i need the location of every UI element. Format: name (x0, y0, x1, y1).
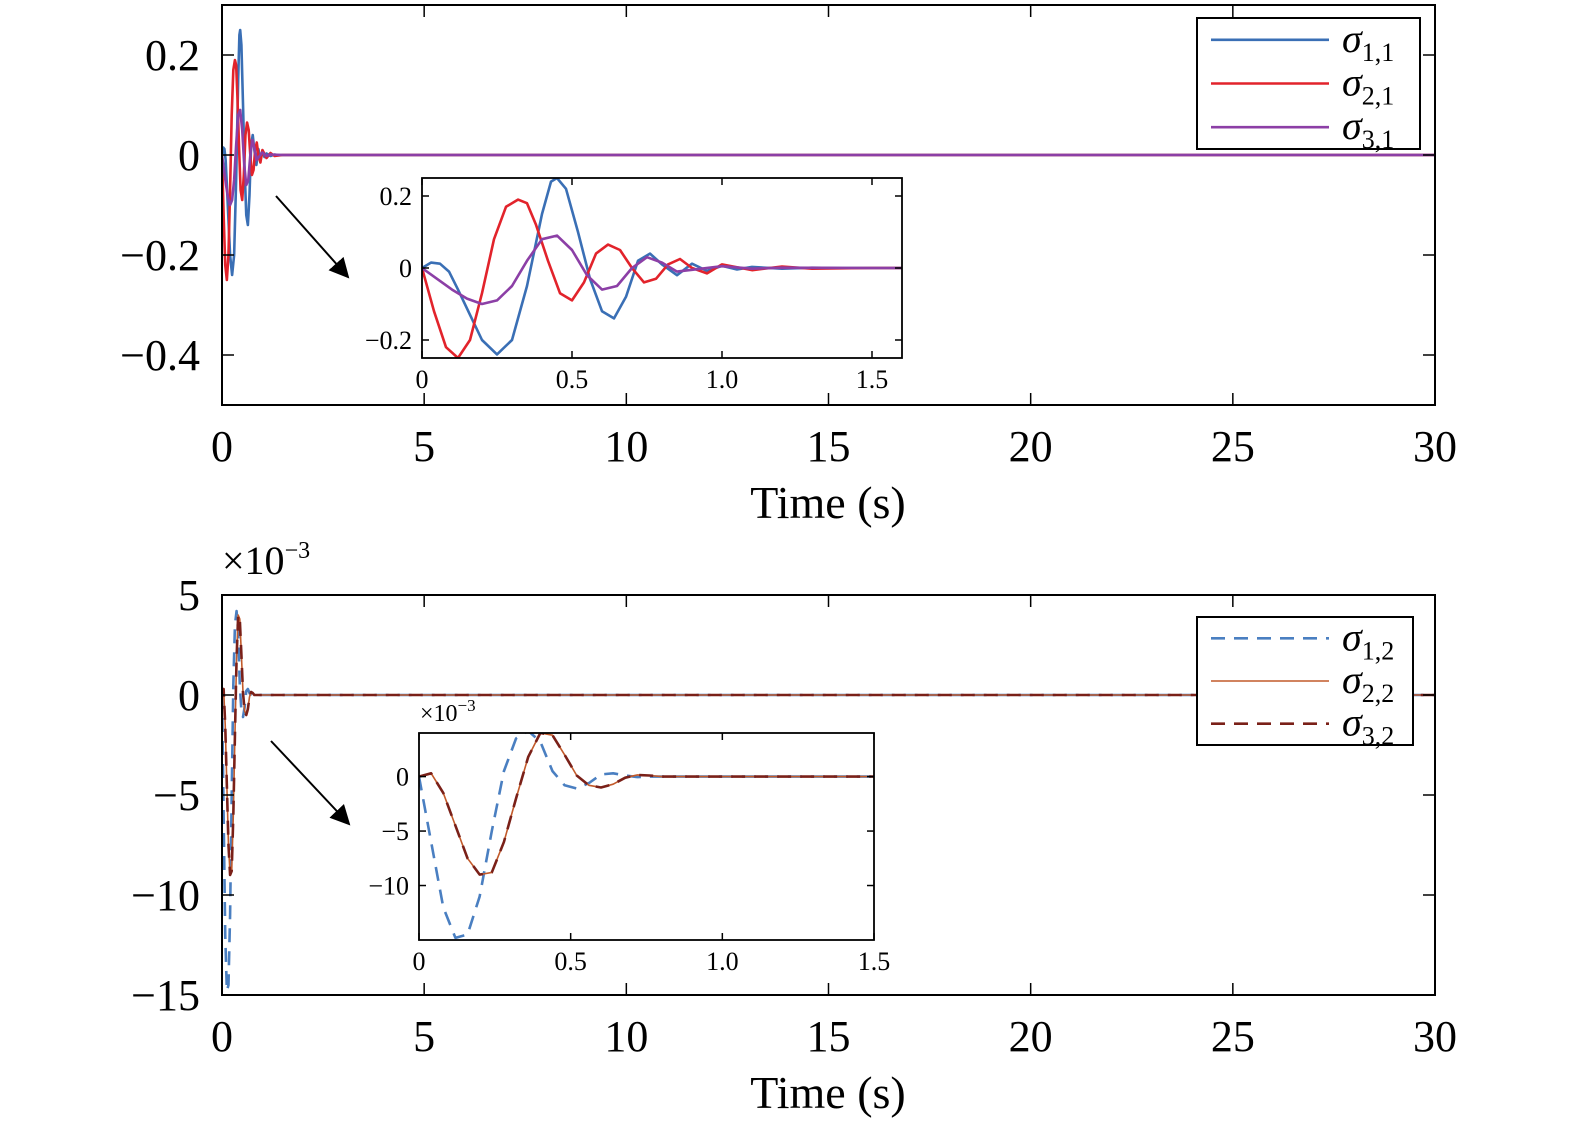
p0-main-y-tick-label: −0.2 (120, 231, 200, 280)
p0-inset-y-tick-label: 0.2 (380, 182, 413, 211)
top-x-axis-label: Time (s) (750, 477, 906, 528)
p1-inset-series-line-3 (419, 733, 874, 876)
bottom-legend: σ1,2σ2,2σ3,2 (1196, 614, 1414, 751)
p1-main-y-tick-label: −15 (131, 971, 200, 1020)
p1-main-y-tick-label: 0 (178, 671, 200, 720)
p1-inset-y-tick-label: 0 (396, 763, 409, 792)
p1-main-x-tick-label: 20 (1009, 1012, 1053, 1061)
p1-inset-y-tick-label: −10 (368, 872, 409, 901)
p1-legend-label-2: σ2,2 (1342, 657, 1394, 708)
top-inset-axes: 0 0.5 1.0 1.5−0.200.2 (365, 178, 902, 394)
p1-main-x-tick-label: 0 (211, 1012, 233, 1061)
bottom-main-axes: 0 5 10 15 20 25 30 −15 −10 −5 0 5 (131, 571, 1457, 1061)
p0-main-x-tick-label: 0 (211, 422, 233, 471)
bottom-zoom-arrow (270, 740, 351, 826)
p1-inset-x-tick-label: 1.5 (858, 947, 891, 976)
p1-legend-label-1: σ1,2 (1342, 614, 1394, 665)
p0-main-y-tick-label: 0.2 (145, 31, 200, 80)
p0-inset-y-tick-label: 0 (399, 254, 412, 283)
p1-main-x-tick-label: 10 (604, 1012, 648, 1061)
p0-inset-x-tick-label: 1.5 (856, 365, 889, 394)
p0-legend-label-2: σ2,1 (1342, 60, 1394, 111)
p0-main-series-line-3 (222, 108, 1435, 207)
p1-legend-label-3: σ3,2 (1342, 700, 1394, 751)
p1-inset-series-line-1 (419, 733, 874, 940)
p0-main-x-tick-label: 30 (1413, 422, 1457, 471)
p1-main-y-tick-label: 5 (178, 571, 200, 620)
p0-main-x-tick-label: 5 (413, 422, 435, 471)
p1-inset-x-tick-label: 1.0 (706, 947, 739, 976)
p0-main-x-tick-label: 25 (1211, 422, 1255, 471)
p1-main-x-tick-label: 30 (1413, 1012, 1457, 1061)
bottom-inset: 0 0.5 1.0 1.5 −10 −5 0 ×10−3 (368, 696, 890, 976)
p1-main-y-tick-label: −10 (131, 871, 200, 920)
p0-main-y-tick-label: −0.4 (120, 331, 200, 380)
p0-main-x-tick-label: 20 (1009, 422, 1053, 471)
p0-inset-series-line-3 (422, 234, 902, 306)
bottom-inset-frame (418, 732, 875, 941)
p0-main-x-tick-label: 15 (807, 422, 851, 471)
top-main-axes: 0 5 10 15 20 25 30−0.4−0.200.2 (120, 5, 1457, 471)
bottom-inset-y-multiplier: ×10−3 (420, 696, 476, 727)
p1-main-x-tick-label: 15 (807, 1012, 851, 1061)
p1-main-y-tick-label: −5 (153, 771, 200, 820)
p0-inset-x-tick-label: 0 (416, 365, 429, 394)
top-inset-plot-area (422, 178, 902, 358)
bottom-y-multiplier: ×10−3 (222, 538, 310, 583)
p1-main-x-tick-label: 5 (413, 1012, 435, 1061)
bottom-x-axis-label: Time (s) (750, 1067, 906, 1118)
bottom-inset-axes: 0 0.5 1.0 1.5 −10 −5 0 (368, 733, 890, 976)
bottom-main-plot-area (222, 609, 1435, 993)
p1-main-series-line-3 (222, 613, 1435, 877)
top-legend: σ1,1σ2,1σ3,1 (1196, 16, 1421, 154)
p1-inset-x-tick-label: 0 (413, 947, 426, 976)
bottom-chart-panel: 0 5 10 15 20 25 30 −15 −10 −5 0 5 Time (s) ×10−3 σ1… (131, 538, 1457, 1118)
p0-inset-y-tick-label: −0.2 (365, 326, 412, 355)
p1-main-x-tick-label: 25 (1211, 1012, 1255, 1061)
p1-inset-y-tick-label: −5 (381, 817, 409, 846)
top-zoom-arrow (275, 195, 350, 279)
p0-legend-label-3: σ3,1 (1342, 103, 1394, 154)
p0-main-y-tick-label: 0 (178, 131, 200, 180)
bottom-inset-plot-area (419, 733, 874, 940)
p0-legend-label-1: σ1,1 (1342, 16, 1394, 67)
p0-main-x-tick-label: 10 (604, 422, 648, 471)
bottom-inset-background (419, 733, 874, 940)
p0-inset-x-tick-label: 1.0 (706, 365, 739, 394)
p0-inset-x-tick-label: 0.5 (556, 365, 589, 394)
p1-inset-x-tick-label: 0.5 (554, 947, 587, 976)
top-inset: 0 0.5 1.0 1.5−0.200.2 (365, 177, 903, 394)
top-chart-panel: 0 5 10 15 20 25 30−0.4−0.200.2 Time (s) σ1,1σ2… (120, 4, 1457, 528)
